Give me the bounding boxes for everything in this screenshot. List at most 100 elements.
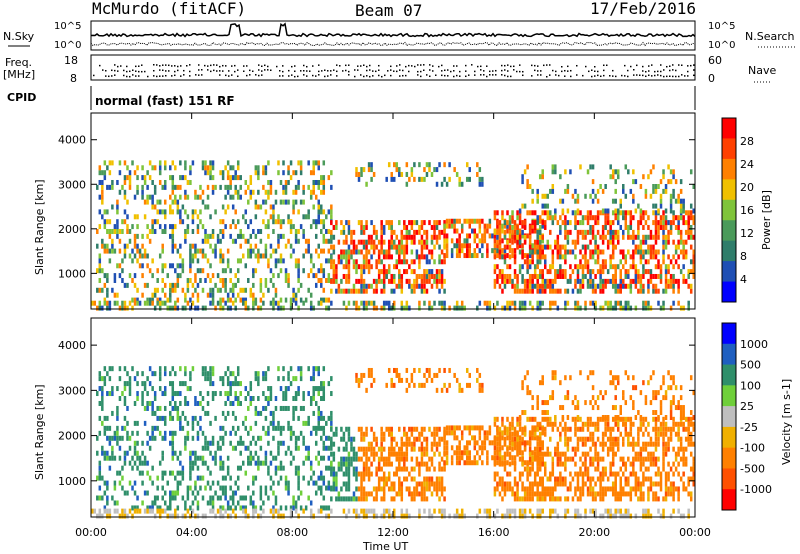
velocity-cell (418, 461, 421, 467)
power-cell (244, 297, 248, 303)
velocity-cell (581, 486, 585, 492)
power-cell (667, 264, 670, 270)
velocity-cell (292, 376, 295, 382)
power-cell (438, 234, 441, 240)
freq-dot (408, 64, 410, 67)
freq-dot (282, 75, 284, 77)
velocity-cell (284, 475, 288, 481)
velocity-cell (171, 366, 175, 372)
velocity-cell (289, 425, 293, 431)
freq-dot (597, 70, 599, 73)
velocity-cell (284, 405, 288, 411)
velocity-cell (375, 466, 378, 472)
power-cell (652, 288, 655, 294)
velocity-cell (435, 441, 439, 447)
velocity-cell (622, 436, 625, 442)
velocity-cell (627, 456, 630, 462)
power-cell (586, 215, 590, 221)
power-cell (614, 188, 617, 194)
freq-dot (504, 74, 506, 77)
power-cell (453, 218, 456, 224)
velocity-cell (138, 455, 142, 461)
power-cell (538, 229, 542, 235)
power-cell (428, 269, 431, 275)
power-cell (307, 184, 310, 190)
velocity-cell (581, 476, 585, 482)
power-cell (639, 273, 643, 279)
velocity-cell (176, 415, 180, 421)
power-cell (496, 278, 499, 284)
freq-dot (642, 70, 644, 72)
power-cell (526, 288, 529, 294)
power-cell (679, 198, 683, 204)
velocity-cell (518, 496, 522, 502)
power-cell (503, 248, 507, 254)
power-cell (342, 229, 346, 235)
power-cell (327, 273, 331, 279)
power-cell (644, 300, 648, 306)
velocity-cell (287, 386, 290, 392)
velocity-cell (252, 396, 255, 402)
power-cell (158, 170, 162, 176)
power-cell (430, 249, 434, 255)
power-cell (405, 278, 409, 284)
velocity-cell (302, 396, 305, 402)
power-cell (425, 162, 429, 168)
power-cell (267, 160, 270, 166)
velocity-cell (418, 431, 421, 437)
velocity-cell (589, 436, 592, 442)
velocity-cell (604, 466, 607, 472)
power-cell (133, 238, 137, 244)
velocity-cell (574, 426, 577, 432)
velocity-cell (199, 455, 202, 461)
velocity-cell (415, 481, 419, 487)
power-cell (486, 253, 489, 259)
velocity-cell (146, 440, 149, 446)
velocity-cell (511, 431, 514, 437)
velocity-cell (126, 450, 129, 456)
velocity-cell (269, 410, 273, 416)
power-cell (201, 305, 205, 311)
power-cell (345, 288, 348, 294)
velocity-cell (385, 461, 388, 467)
velocity-cell (478, 430, 482, 436)
power-cell (413, 220, 416, 226)
power-cell (518, 249, 522, 255)
power-cell (571, 210, 575, 216)
power-cell (133, 253, 137, 259)
power-cell (201, 224, 205, 230)
velocity-cell (536, 486, 539, 492)
velocity-cell (330, 391, 333, 397)
power-cell (423, 254, 426, 260)
power-cell (320, 209, 323, 215)
power-cell (317, 160, 320, 166)
velocity-cell (106, 435, 109, 441)
power-cell (632, 179, 635, 185)
velocity-cell (106, 415, 109, 421)
power-cell (194, 277, 197, 283)
power-cell (179, 184, 182, 190)
velocity-cell (435, 486, 439, 492)
velocity-cell (619, 476, 622, 482)
power-cell (677, 283, 680, 289)
freq-dot (336, 70, 338, 73)
velocity-cell (166, 480, 169, 486)
power-cell (606, 208, 610, 214)
velocity-cell (360, 471, 363, 477)
power-cell (141, 243, 144, 249)
power-cell (536, 239, 539, 245)
velocity-cell (463, 450, 466, 456)
velocity-cell (521, 481, 524, 487)
velocity-cell (294, 500, 298, 506)
power-cell (657, 208, 660, 214)
power-cell (586, 220, 590, 226)
velocity-cell (320, 455, 323, 461)
power-cell (403, 244, 406, 250)
power-cell (616, 215, 620, 221)
power-cell (420, 234, 424, 240)
velocity-cell (191, 420, 195, 426)
velocity-cell (199, 425, 202, 431)
freq-dot (402, 74, 404, 77)
power-cell (169, 305, 172, 311)
power-cell (408, 176, 411, 182)
